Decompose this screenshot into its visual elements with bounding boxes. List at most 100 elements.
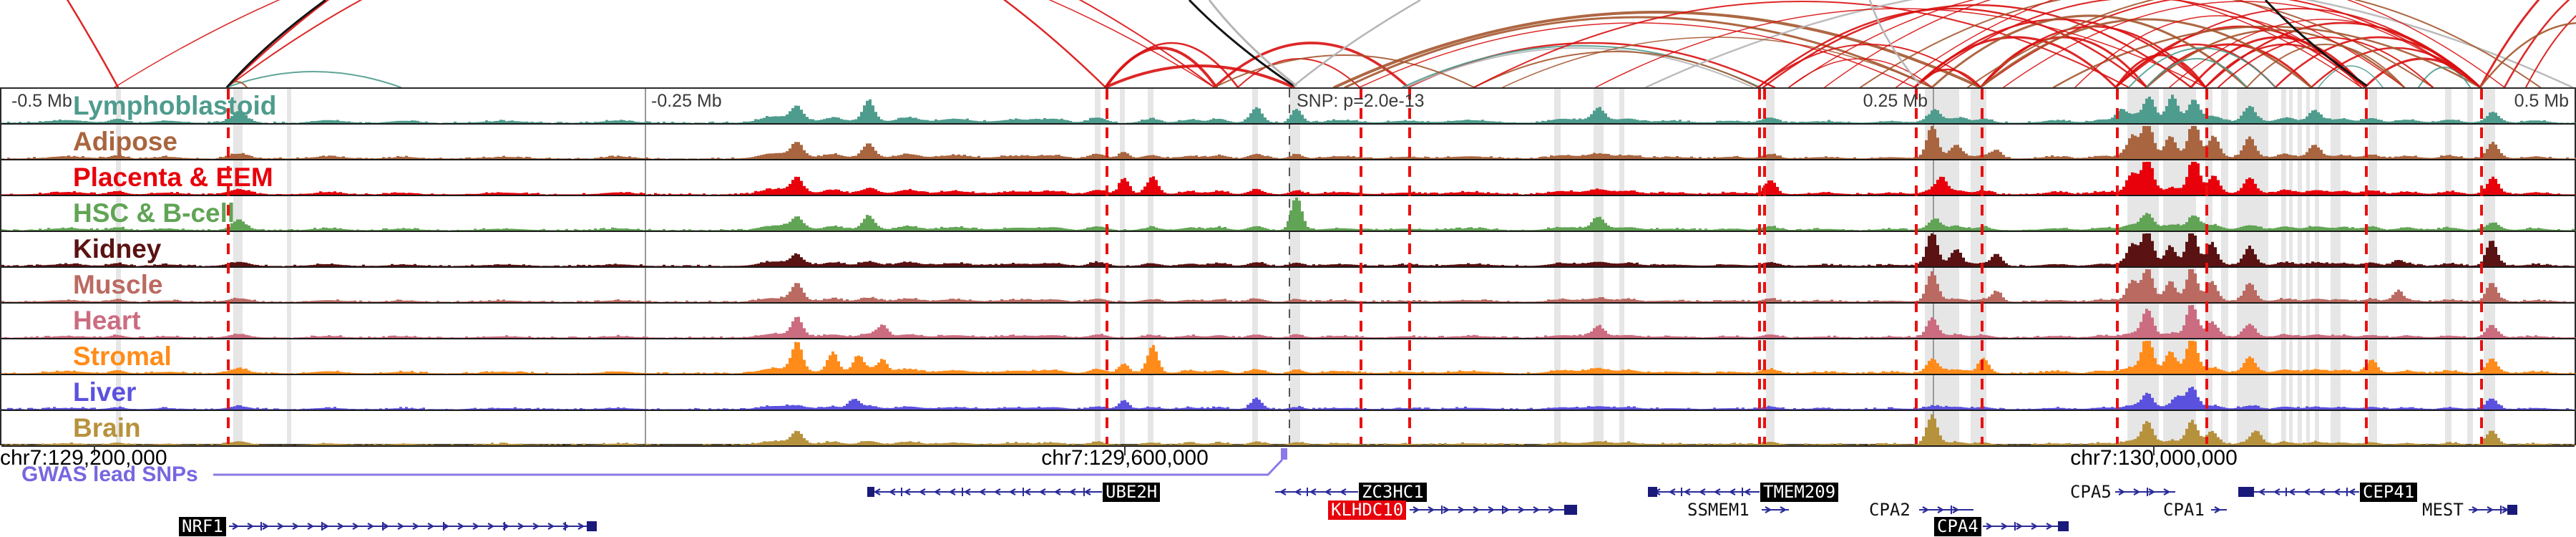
offscreen-loop-line	[1208, 0, 1297, 87]
axis-tick-label: -0.25 Mb	[651, 91, 722, 111]
track-label: Lymphoblastoid	[73, 91, 277, 120]
gene-model	[1410, 505, 1577, 515]
signal-plot	[1, 126, 2576, 159]
signal-path	[1, 162, 2576, 195]
interaction-arc	[2318, 65, 2384, 87]
snp-dashed-line	[2480, 89, 2483, 444]
signal-path	[1, 95, 2576, 123]
track-row-adipose: Adipose	[1, 125, 2576, 160]
interaction-arc	[1914, 0, 2366, 87]
axis-tick-label: 0.5 Mb	[2514, 91, 2569, 111]
interaction-arc	[225, 0, 1107, 87]
coordinate-label: chr7:129,600,000	[1041, 446, 1209, 470]
track-row-placenta-eem: Placenta & EEM	[1, 160, 2576, 196]
signal-path	[1, 414, 2576, 445]
track-label: Liver	[73, 377, 137, 407]
gene-annotation-panel	[94, 445, 2517, 531]
gene-model	[867, 487, 1102, 497]
track-label: Heart	[73, 306, 141, 335]
interaction-arc	[1967, 0, 2541, 87]
tracks-region: Lymphoblastoid Adipose Placenta & EEM HSC &…	[0, 87, 2576, 447]
gene-model	[1919, 505, 1974, 514]
track-row-stromal: Stromal	[1, 339, 2576, 375]
interaction-arc	[226, 71, 401, 87]
interaction-arc	[1788, 58, 1933, 87]
gene-label-klhdc10: KLHDC10	[1328, 500, 1407, 520]
interaction-arc	[2479, 0, 2540, 87]
axis-tick-label: 0.25 Mb	[1863, 91, 1928, 111]
gene-model	[2211, 506, 2227, 513]
interaction-arc	[2274, 36, 2482, 87]
gene-label-ube2h: UBE2H	[1103, 483, 1161, 502]
interaction-arc	[1979, 18, 2313, 87]
snp-dashed-line	[2205, 89, 2208, 444]
interaction-arc	[2146, 58, 2248, 87]
signal-path	[1, 305, 2576, 338]
offscreen-loop-line	[1868, 0, 1921, 85]
interaction-arc	[2052, 25, 2482, 87]
interaction-arc	[1473, 51, 1759, 87]
gwas-line	[213, 458, 1284, 476]
interaction-arc	[2246, 44, 2405, 87]
interaction-arc	[1214, 54, 1475, 87]
interaction-arc	[1405, 47, 1754, 87]
gene-model	[1275, 488, 1358, 496]
snp-dashed-line	[227, 89, 230, 444]
track-label: Kidney	[73, 234, 162, 263]
gene-label-mest: MEST	[2422, 500, 2464, 520]
signal-plot	[1, 95, 2576, 123]
axis-tick-label: -0.5 Mb	[11, 91, 72, 111]
signal-path	[1, 233, 2576, 266]
interaction-arc	[2003, 1, 2481, 87]
interaction-arcs-panel	[66, 0, 2576, 87]
interaction-arc	[2114, 54, 2207, 87]
interaction-arc	[1333, 11, 1982, 87]
interaction-arc	[1757, 7, 2148, 87]
signal-plot	[1, 414, 2576, 445]
snp-dashed-line	[1981, 89, 1984, 444]
gwas-label: GWAS lead SNPs	[21, 463, 198, 486]
interaction-arc	[1788, 0, 2362, 87]
track-row-hsc-b-cell: HSC & B-cell	[1, 196, 2576, 232]
snp-dashed-line	[1408, 89, 1411, 444]
snp-dashed-line	[1758, 89, 1761, 444]
interaction-arc	[226, 0, 1215, 87]
gene-label-cep41: CEP41	[2360, 483, 2418, 502]
offscreen-loop-line	[225, 0, 326, 87]
signal-plot	[1, 387, 2576, 410]
signal-plot	[1, 233, 2576, 266]
snp-dashed-line	[2365, 89, 2368, 444]
interaction-arc	[1359, 22, 1916, 87]
coordinate-label: chr7:129,200,000	[0, 446, 167, 470]
interaction-arc	[1824, 0, 2405, 87]
signal-plot	[1, 341, 2576, 374]
gwas-snp-marker	[1281, 448, 1287, 460]
gene-label-tmem209: TMEM209	[1760, 483, 1839, 502]
gene-label-nrf1: NRF1	[179, 517, 226, 536]
interaction-arc	[1931, 14, 2248, 87]
signal-path	[1, 341, 2576, 374]
track-row-liver: Liver	[1, 375, 2576, 411]
track-row-heart: Heart	[1, 304, 2576, 339]
track-row-lymphoblastoid: Lymphoblastoid	[1, 89, 2576, 125]
snp-dashed-line	[1915, 89, 1918, 444]
interaction-arc	[1344, 16, 1933, 87]
offscreen-loop-line	[1188, 0, 1294, 87]
axis-tick-label: SNP: p=2.0e-13	[1297, 91, 1425, 111]
track-label: Muscle	[73, 270, 163, 299]
gene-model	[2238, 487, 2359, 497]
gene-model	[229, 521, 597, 531]
interaction-arc	[66, 0, 119, 87]
signal-plot	[1, 162, 2576, 195]
signal-plot	[1, 198, 2576, 231]
gene-model	[1648, 487, 1760, 497]
gene-model	[2469, 505, 2517, 515]
snp-dashed-line	[2116, 89, 2119, 444]
interaction-arc	[2418, 67, 2471, 87]
offscreen-loop-line	[1293, 0, 1421, 87]
gene-model	[1983, 521, 2069, 531]
signal-path	[1, 387, 2576, 410]
signal-plot	[1, 305, 2576, 338]
interaction-arc	[1595, 8, 2206, 87]
